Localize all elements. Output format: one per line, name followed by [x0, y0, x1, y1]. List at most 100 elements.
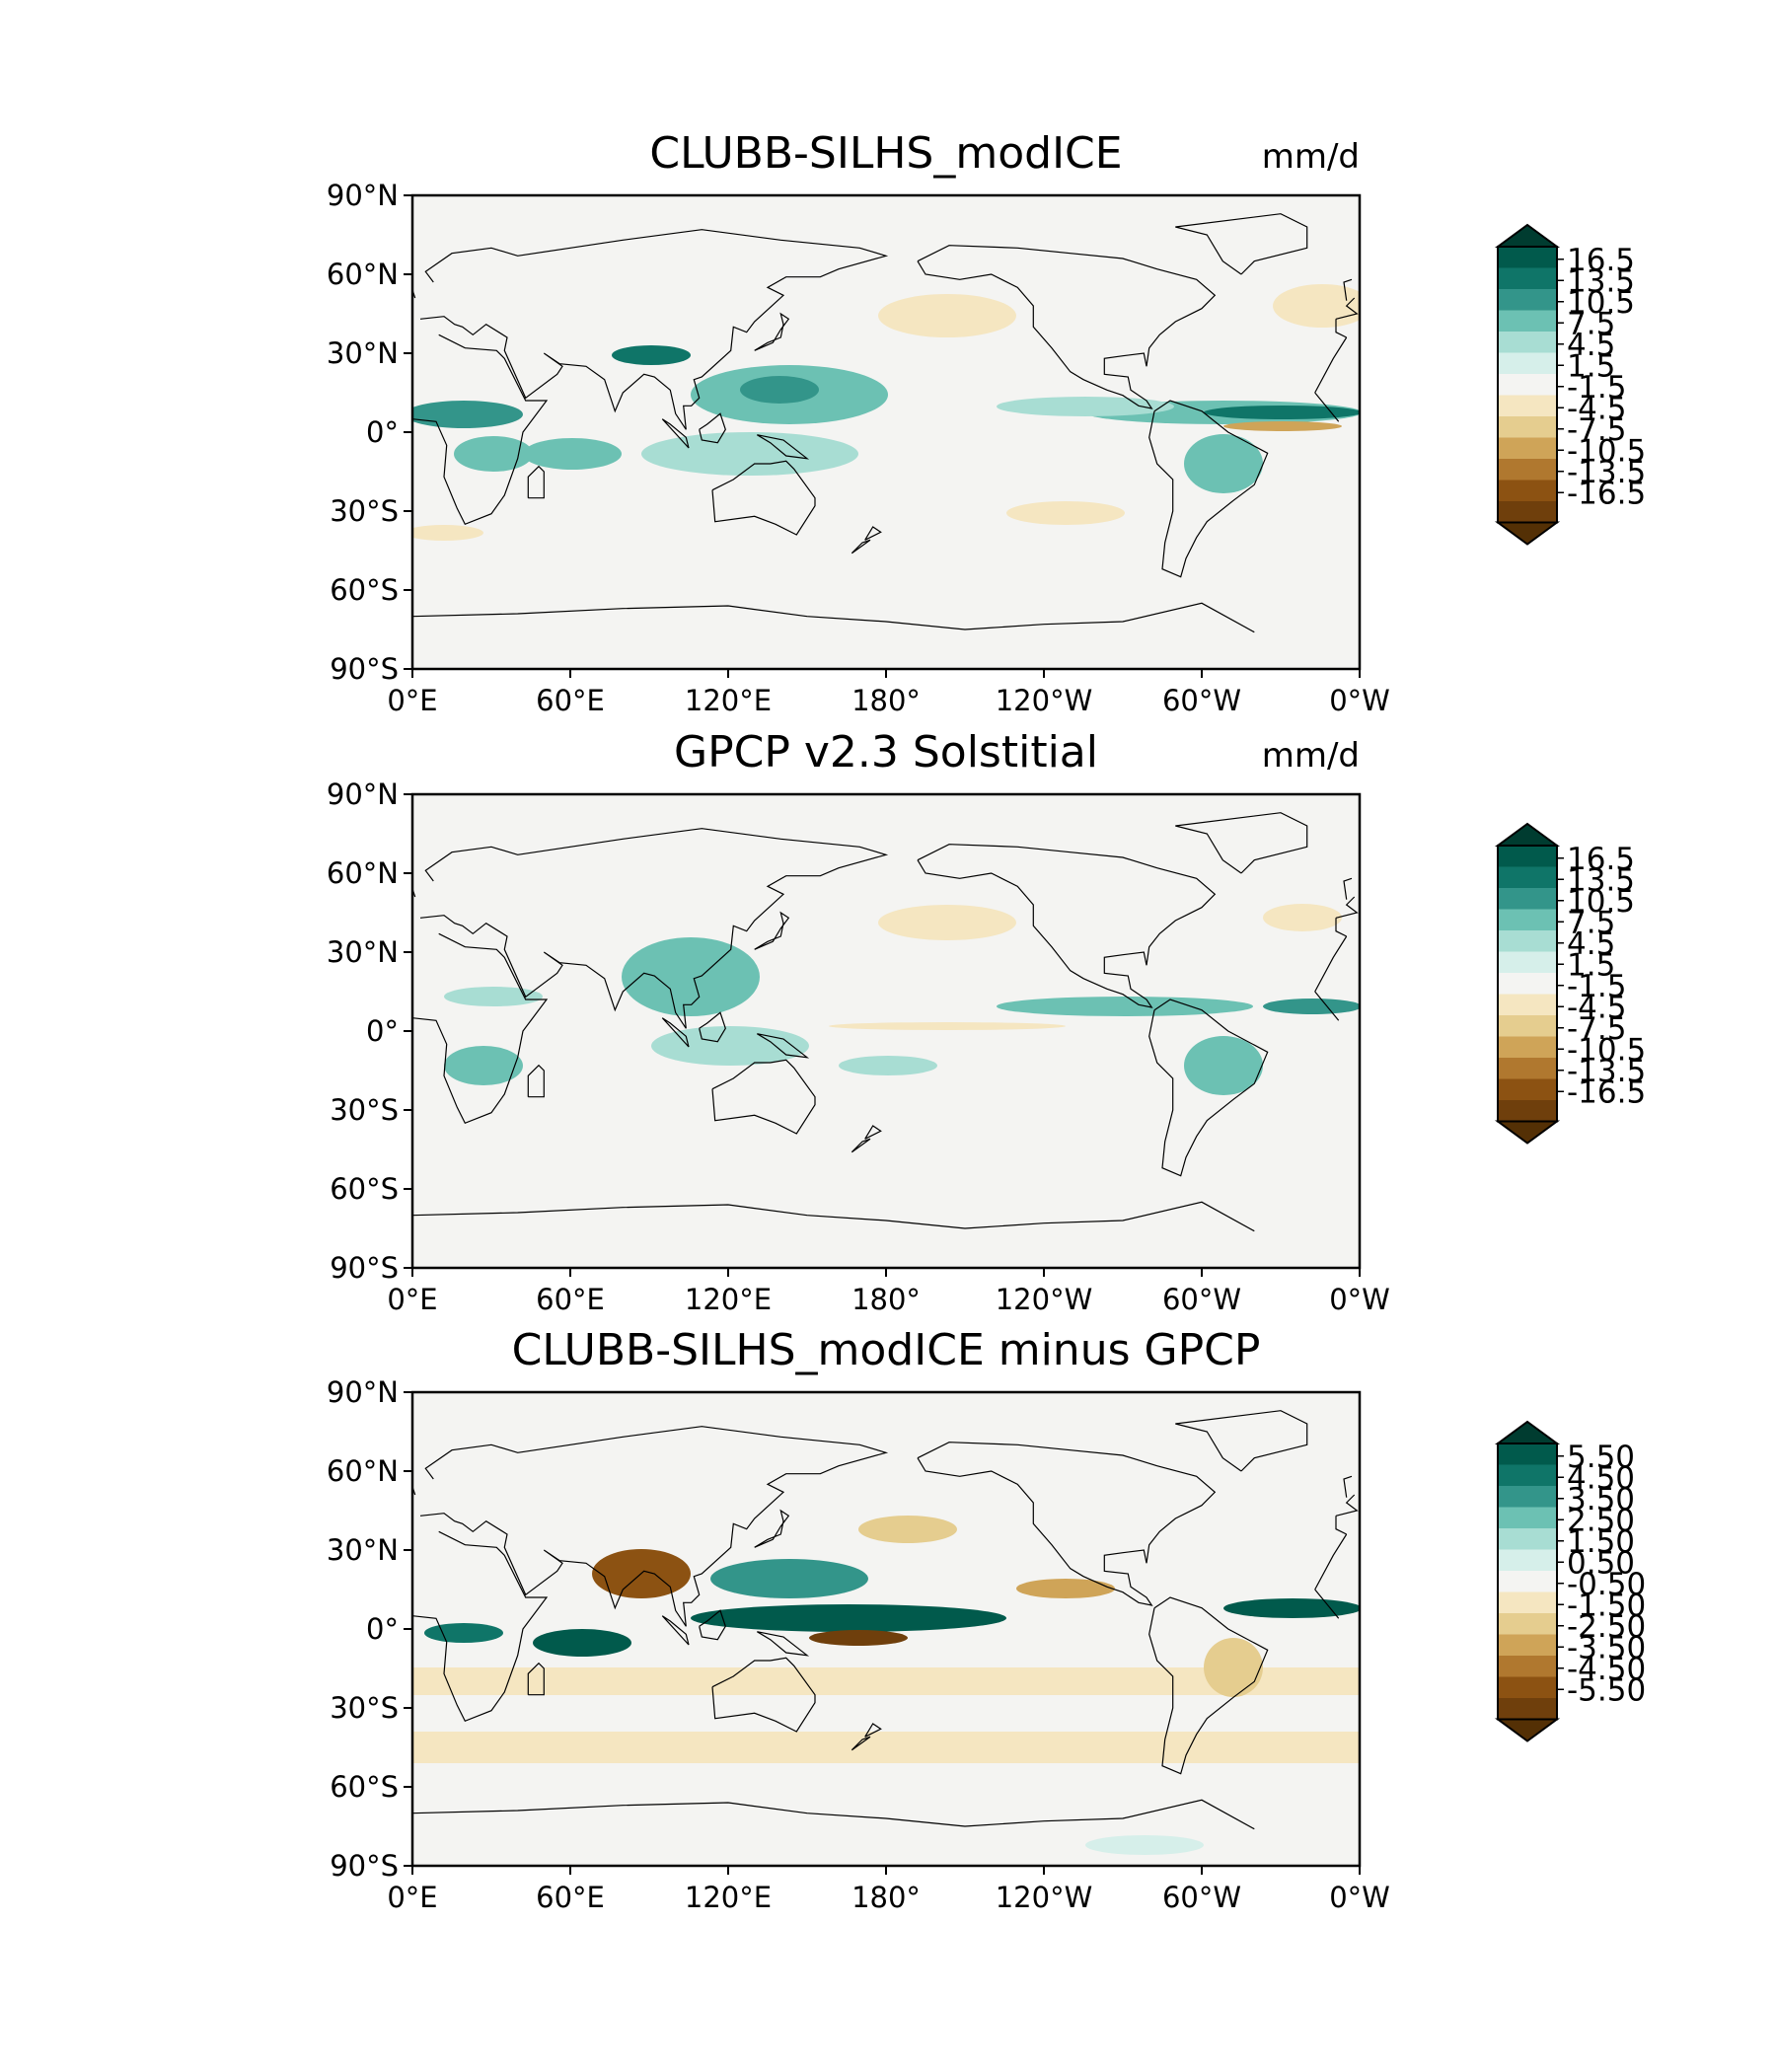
- lon-tick-label: 60°E: [536, 684, 605, 717]
- colorbar-segment: [1498, 480, 1557, 502]
- lon-tick-label: 120°E: [685, 1881, 772, 1914]
- panel-title: CLUBB-SILHS_modICE: [649, 128, 1122, 179]
- coastline: [756, 434, 810, 460]
- coastline: [661, 1017, 690, 1048]
- colorbar-tick-label: -1.5: [1567, 969, 1627, 1004]
- lat-tick-label: 60°N: [327, 1454, 399, 1488]
- colorbar-tick-label: -10.5: [1567, 1032, 1646, 1068]
- coastline: [754, 1509, 790, 1548]
- rain-feature: [1184, 1036, 1263, 1095]
- colorbar-frame: [1497, 845, 1558, 1123]
- rain-feature: [740, 376, 819, 404]
- colorbar-segment: [1498, 501, 1557, 523]
- rain-feature: [454, 436, 533, 472]
- colorbar-segment: [1498, 1015, 1557, 1037]
- lon-tick-label: 60°W: [1162, 1283, 1241, 1316]
- colorbar-segment: [1498, 846, 1557, 867]
- colorbar-tick-label: -5.50: [1567, 1672, 1646, 1708]
- dry-bias: [858, 1516, 957, 1543]
- lat-axis: 90°N 60°N 30°N 0° 30°S 60°S 90°S: [327, 1375, 412, 1883]
- colorbar-extend-max: [1494, 822, 1561, 847]
- lat-tick-label: 30°S: [330, 494, 399, 528]
- colorbar-tick-label: -7.5: [1567, 412, 1627, 448]
- lat-tick-label: 0°: [366, 415, 399, 449]
- colorbar-frame: [1497, 246, 1558, 524]
- lat-tick-label: 30°S: [330, 1691, 399, 1725]
- lat-tick-label: 30°N: [327, 336, 399, 370]
- colorbar-tick-label: 4.5: [1567, 328, 1615, 363]
- lat-tick-label: 60°N: [327, 258, 399, 291]
- coastline: [1175, 812, 1308, 874]
- coastlines: [412, 812, 1359, 1232]
- colorbar-segment: [1498, 352, 1557, 375]
- coastline: [419, 1426, 1359, 1627]
- coastline: [527, 1064, 545, 1098]
- dry-bias: [1204, 1638, 1263, 1697]
- colorbar-tick-label: 4.5: [1567, 926, 1615, 962]
- colorbar-segment: [1498, 247, 1557, 268]
- rain-feature: [412, 401, 523, 428]
- colorbar-segment: [1498, 332, 1557, 353]
- lat-tick-label: 60°S: [330, 1172, 399, 1206]
- lon-tick-label: 60°E: [536, 1283, 605, 1316]
- lon-tick-label: 60°W: [1162, 1881, 1241, 1914]
- coastline: [917, 245, 1217, 409]
- colorbar-segment: [1498, 951, 1557, 974]
- lon-tick-label: 0°W: [1329, 684, 1390, 717]
- precip-field: [412, 284, 1360, 541]
- coastline: [754, 312, 790, 351]
- coastline: [1148, 999, 1269, 1177]
- colorbar-segment: [1498, 1036, 1557, 1059]
- colorbar-tick-label: -0.50: [1567, 1567, 1646, 1602]
- lat-tick-label: 30°N: [327, 935, 399, 969]
- colorbar-segment: [1498, 267, 1557, 290]
- colorbar-tick-label: -13.5: [1567, 1054, 1646, 1089]
- colorbar-segment: [1498, 1571, 1557, 1592]
- colorbar: 5.504.503.502.501.500.50-0.50-1.50-2.50-…: [1494, 1420, 1646, 1742]
- coastline: [711, 1657, 816, 1733]
- panel-model: CLUBB-SILHS_modICE mm/d: [327, 128, 1646, 717]
- dry-band: [412, 1667, 1360, 1695]
- lat-tick-label: 90°S: [330, 1849, 399, 1883]
- colorbar-segment: [1498, 1100, 1557, 1122]
- colorbar-segment: [1498, 1058, 1557, 1079]
- coastline: [412, 602, 1255, 633]
- panel-obs: GPCP v2.3 Solstitial mm/d 90°N 60°N 30°N 0°…: [327, 727, 1646, 1316]
- colorbar-segment: [1498, 1656, 1557, 1677]
- colorbar-tick-label: -10.5: [1567, 433, 1646, 469]
- rain-feature: [1184, 434, 1263, 493]
- colorbar-segment: [1498, 437, 1557, 460]
- lat-tick-label: 60°S: [330, 1770, 399, 1804]
- dry-bias: [809, 1630, 908, 1646]
- lat-tick-label: 30°N: [327, 1533, 399, 1567]
- dry-feature: [1006, 501, 1125, 525]
- dry-feature: [1273, 284, 1360, 328]
- rain-feature: [1204, 406, 1360, 419]
- panel-title: GPCP v2.3 Solstitial: [674, 727, 1098, 777]
- colorbar-segment: [1498, 973, 1557, 995]
- colorbar-tick-label: 1.5: [1567, 348, 1615, 384]
- lat-tick-label: 90°S: [330, 1251, 399, 1285]
- rain-feature: [839, 1056, 937, 1075]
- colorbar-extend-max: [1494, 223, 1561, 248]
- colorbar-tick-label: 4.50: [1567, 1460, 1635, 1496]
- lat-tick-label: 90°N: [327, 179, 399, 212]
- lat-tick-label: 90°N: [327, 777, 399, 811]
- colorbar-tick-label: 13.5: [1567, 263, 1635, 299]
- coastline: [661, 1615, 690, 1646]
- colorbar-segment: [1498, 1078, 1557, 1101]
- coastline: [711, 1059, 816, 1135]
- colorbar-tick-label: -13.5: [1567, 455, 1646, 490]
- coastline: [756, 1033, 810, 1059]
- colorbar-segment: [1498, 1591, 1557, 1614]
- precip-field: [412, 1516, 1360, 1855]
- rain-feature: [1223, 421, 1342, 431]
- colorbar-segment: [1498, 1698, 1557, 1720]
- lon-tick-label: 120°W: [996, 1881, 1093, 1914]
- dry-feature: [412, 525, 483, 541]
- colorbar-extend-min: [1494, 1718, 1561, 1742]
- wet-bias: [710, 1559, 868, 1598]
- lon-tick-label: 120°W: [996, 684, 1093, 717]
- colorbar-segment: [1498, 459, 1557, 481]
